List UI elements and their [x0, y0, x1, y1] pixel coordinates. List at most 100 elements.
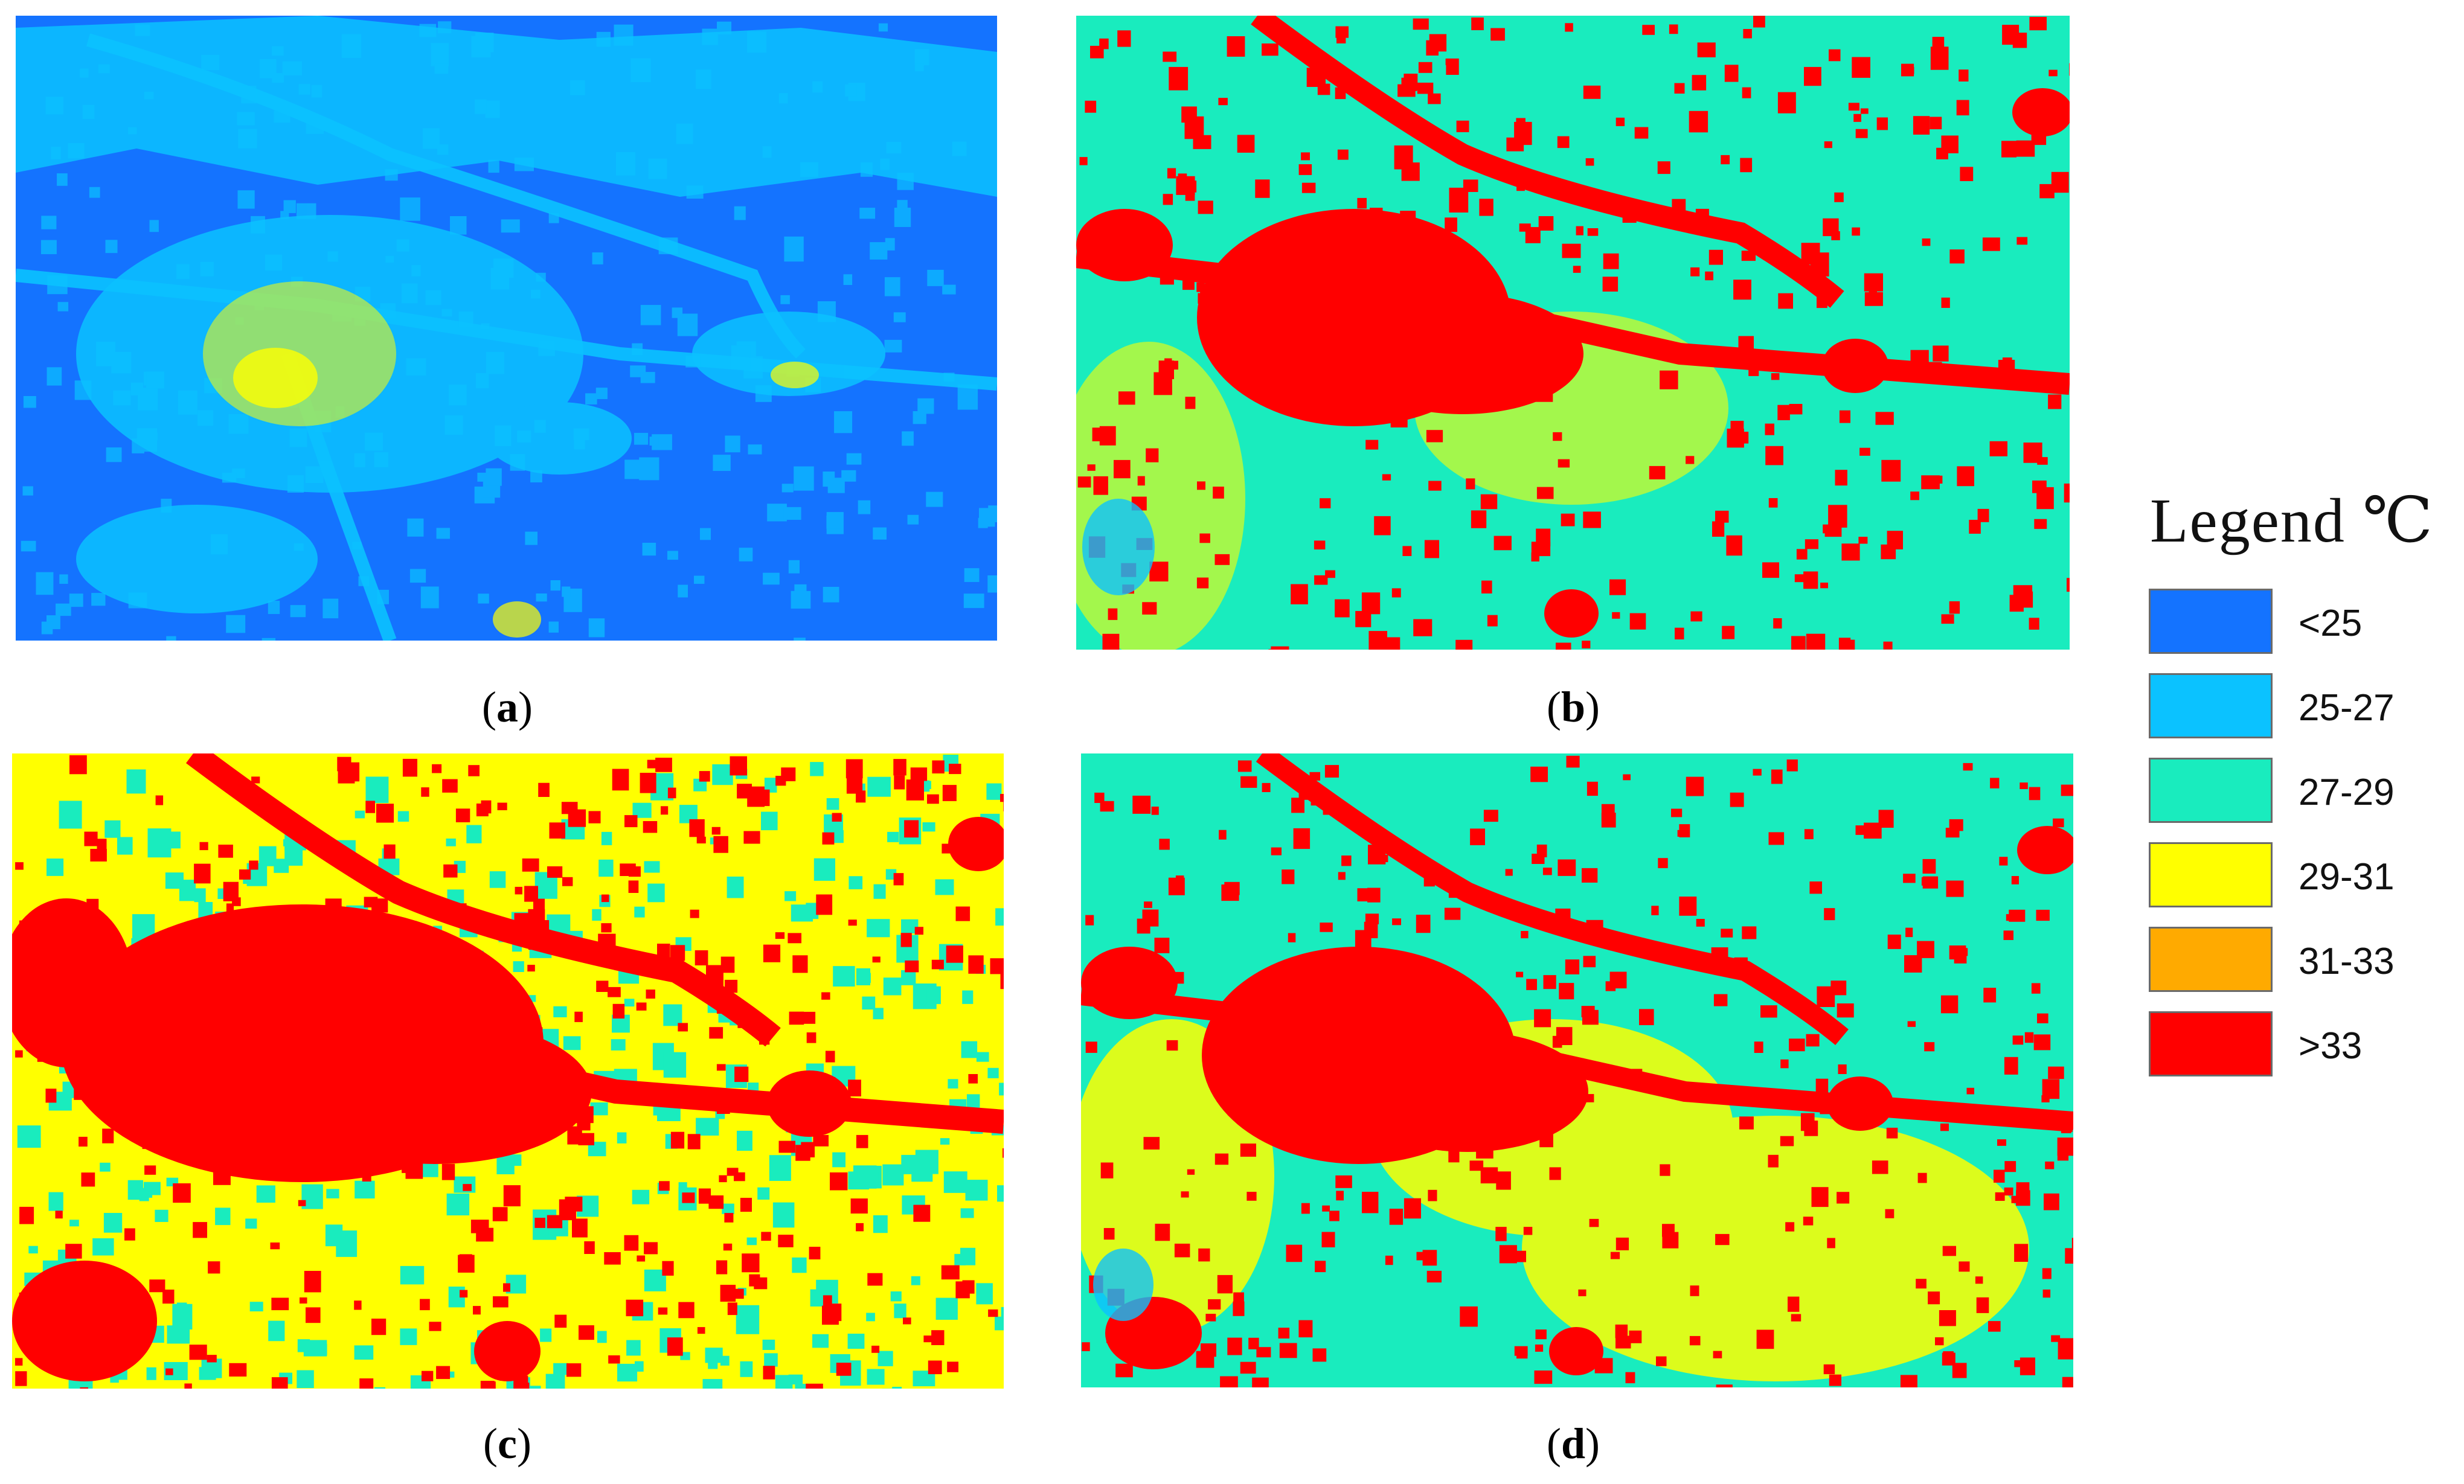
map-speckle — [1428, 481, 1442, 491]
map-speckle — [2033, 1034, 2051, 1051]
map-speckle — [1400, 964, 1408, 971]
map-speckle — [1255, 179, 1270, 198]
map-speckle — [767, 504, 787, 522]
map-speckle — [2016, 140, 2035, 157]
map-speckle — [1587, 781, 1598, 796]
map-speckle — [987, 1067, 999, 1078]
map-speckle — [1288, 933, 1296, 942]
map-speckle — [1087, 464, 1096, 471]
map-speckle — [1651, 906, 1659, 915]
map-speckle — [1695, 208, 1709, 223]
map-speckle — [411, 1096, 424, 1113]
map-speckle — [1713, 994, 1728, 1006]
map-speckle — [104, 820, 121, 838]
map-speckle — [846, 777, 863, 794]
map-speckle — [1187, 1169, 1195, 1175]
map-speckle — [942, 785, 957, 801]
map-speckle — [17, 1125, 41, 1148]
map-speckle — [1117, 30, 1131, 47]
map-speckle — [624, 815, 638, 828]
map-speckle — [762, 1339, 775, 1350]
map-speckle — [2016, 1190, 2030, 1206]
map-speckle — [1338, 332, 1347, 342]
map-speckle — [23, 396, 36, 408]
map-speckle — [111, 352, 132, 374]
map-speckle — [1594, 1358, 1613, 1374]
map-speckle — [848, 1079, 861, 1096]
map-speckle — [886, 142, 902, 153]
map-speckle — [553, 1006, 567, 1017]
map-speckle — [867, 776, 891, 797]
map-speckle — [1949, 819, 1963, 831]
map-speckle — [1479, 199, 1493, 216]
map-speckle — [400, 1265, 425, 1285]
map-speckle — [459, 1140, 469, 1147]
map-speckle — [856, 1223, 864, 1232]
map-speckle — [146, 371, 164, 389]
map-speckle — [848, 920, 857, 926]
map-speckle — [626, 1299, 644, 1317]
map-speckle — [914, 49, 929, 66]
map-speckle — [1785, 1222, 1795, 1232]
map-speckle — [845, 759, 863, 779]
map-speckle — [1301, 1203, 1310, 1214]
map-speckle — [957, 385, 978, 410]
map-speckle — [784, 236, 804, 262]
map-speckle — [1240, 1361, 1256, 1374]
map-speckle — [1293, 828, 1311, 849]
map-speckle — [1423, 877, 1435, 887]
map-speckle — [931, 959, 944, 970]
map-speckle — [1791, 1314, 1801, 1322]
map-speckle — [297, 1339, 310, 1352]
map-speckle — [762, 146, 772, 158]
map-speckle — [964, 568, 980, 582]
map-speckle — [455, 808, 470, 822]
map-speckle — [1559, 983, 1574, 1000]
map-speckle — [1803, 1217, 1814, 1226]
map-speckle — [836, 1363, 852, 1376]
map-speckle — [141, 1188, 153, 1198]
map-speckle — [396, 889, 408, 900]
map-speckle — [749, 1274, 760, 1287]
map-speckle — [422, 1370, 434, 1381]
map-speckle — [1536, 487, 1554, 499]
map-speckle — [354, 1300, 362, 1310]
map-speckle — [69, 1220, 79, 1227]
map-speckle — [59, 801, 82, 829]
map-speckle — [510, 453, 525, 471]
map-speckle — [579, 1325, 594, 1340]
map-speckle — [1771, 373, 1780, 380]
map-speckle — [481, 323, 490, 330]
map-speckle — [503, 1283, 510, 1292]
map-speckle — [84, 831, 98, 846]
map-speckle — [1111, 953, 1123, 964]
map-speckle — [659, 1181, 670, 1191]
map-speckle — [926, 491, 943, 507]
map-speckle — [245, 1218, 257, 1229]
map-speckle — [624, 999, 635, 1007]
map-speckle — [1301, 182, 1316, 193]
map-speckle — [2030, 835, 2039, 846]
map-speckle — [135, 24, 150, 36]
map-speckle — [789, 1011, 804, 1025]
map-speckle — [538, 782, 550, 797]
map-speckle — [702, 1379, 723, 1389]
map-speckle — [792, 1257, 807, 1273]
map-speckle — [1724, 65, 1739, 82]
map-speckle — [385, 256, 394, 263]
map-speckle — [1298, 1320, 1313, 1338]
map-speckle — [670, 1131, 685, 1149]
map-speckle — [1446, 58, 1459, 75]
map-speckle — [1527, 349, 1541, 362]
map-speckle — [290, 979, 301, 988]
map-speckle — [699, 771, 710, 782]
map-speckle — [901, 919, 919, 934]
map-speckle — [1649, 465, 1666, 479]
map-speckle — [724, 1213, 734, 1223]
map-speckle — [2031, 133, 2047, 146]
map-speckle — [922, 822, 935, 832]
map-speckle — [1168, 877, 1185, 895]
map-speckle — [1753, 16, 1765, 28]
map-speckle — [902, 431, 914, 446]
map-speckle — [1471, 321, 1489, 340]
